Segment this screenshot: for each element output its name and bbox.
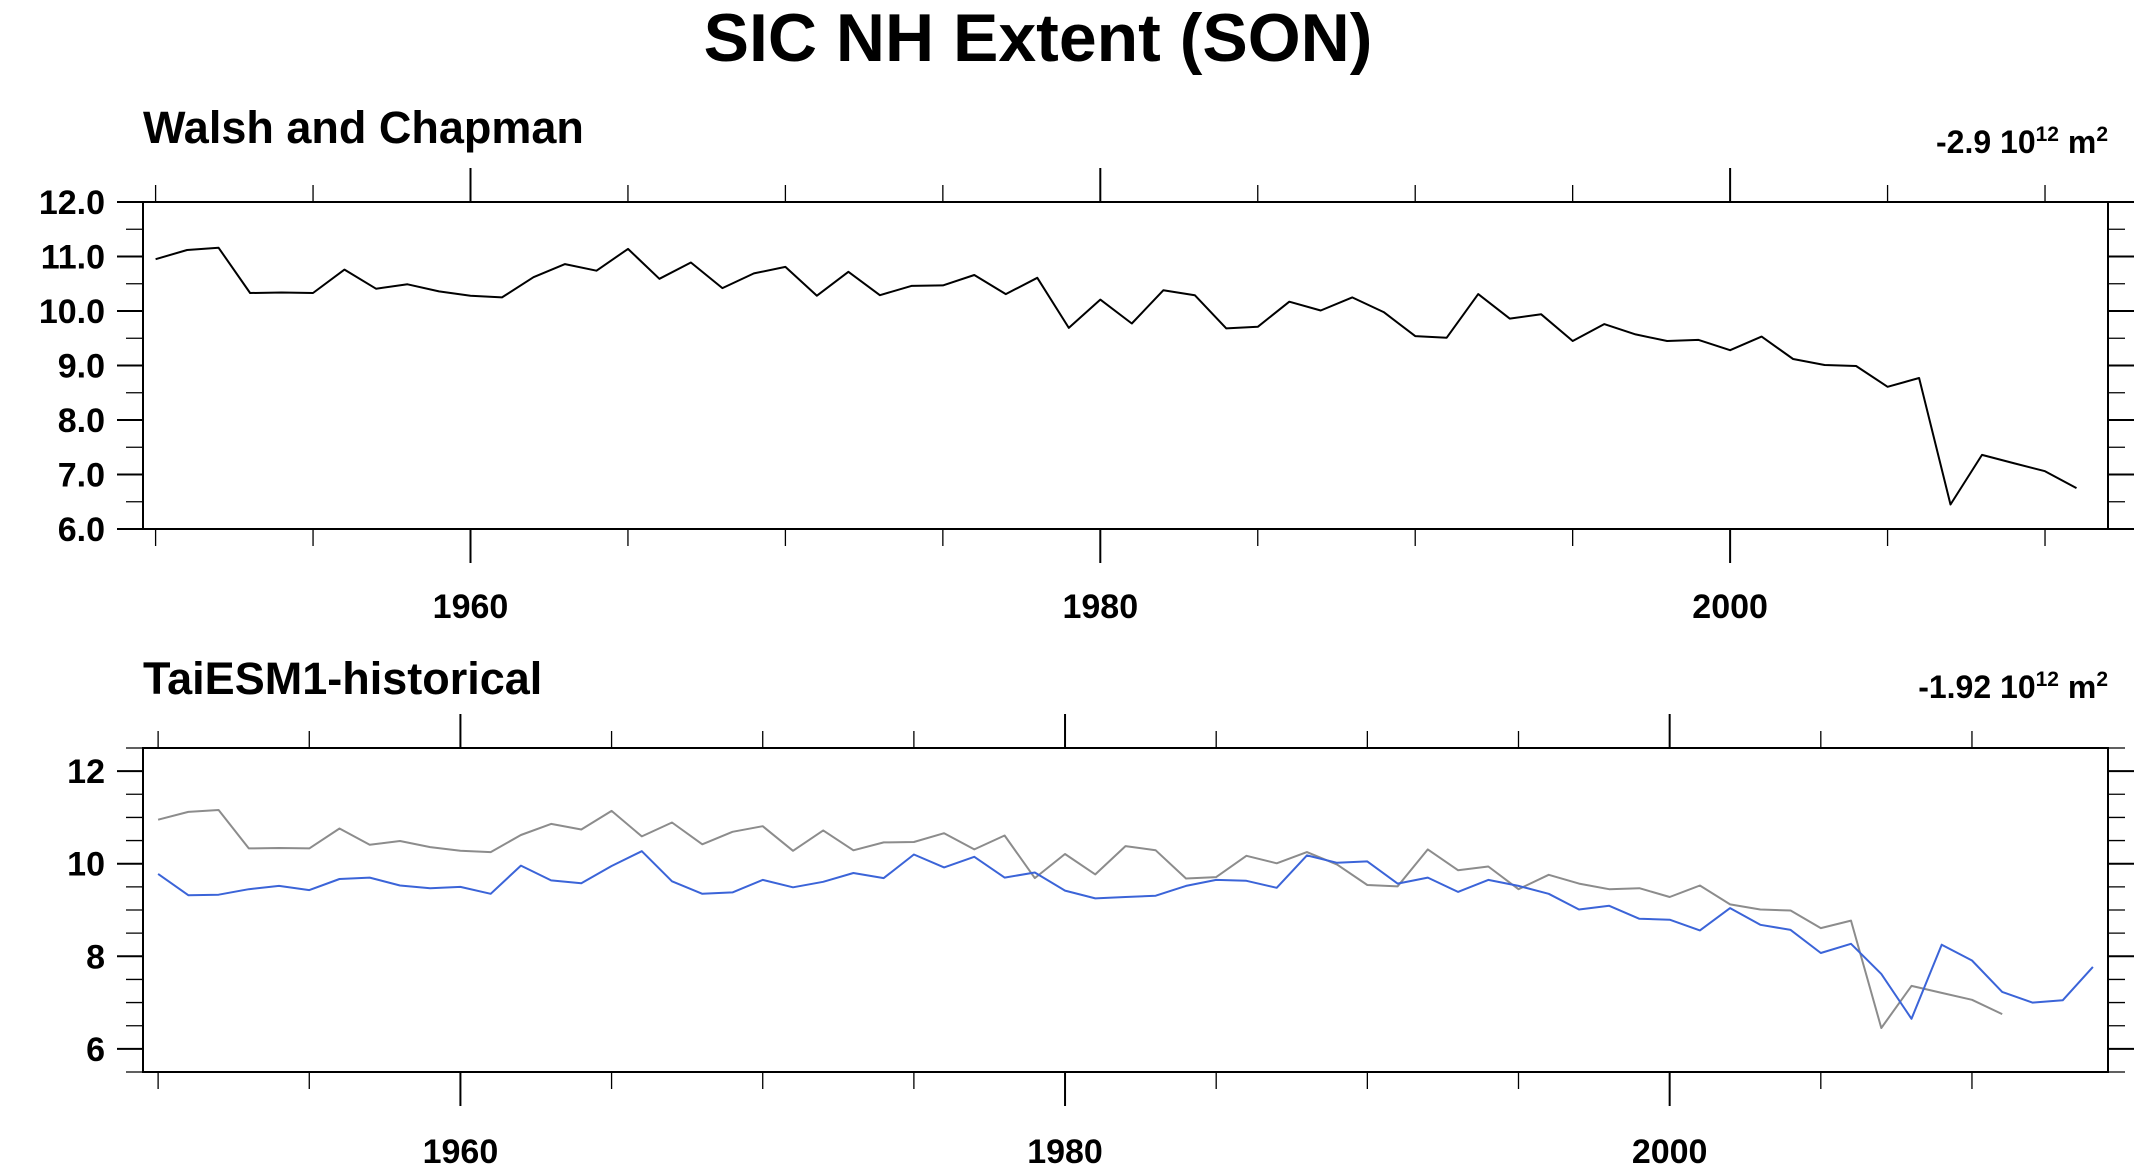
trend-base: 10 bbox=[2000, 124, 2036, 160]
y-tick-label: 6 bbox=[86, 1031, 105, 1069]
y-tick-label: 6.0 bbox=[58, 511, 105, 549]
y-tick-label: 10 bbox=[67, 846, 105, 884]
series-line-1 bbox=[157, 850, 2094, 1020]
trend-exp: 12 bbox=[2036, 668, 2059, 691]
panel-walsh-chapman: Walsh and Chapman -2.9 1012 m2 1960 1980 2… bbox=[39, 102, 2134, 626]
trend-base: 10 bbox=[2000, 669, 2036, 705]
trend-unit: m bbox=[2068, 124, 2096, 160]
x-tick-label: 2000 bbox=[1632, 1133, 1708, 1171]
series-line-0 bbox=[155, 246, 2077, 506]
trend-label: -1.92 1012 m2 bbox=[1918, 668, 2108, 705]
plot-frame bbox=[142, 747, 2109, 1073]
y-tick-label: 8 bbox=[86, 938, 105, 976]
trend-value: -2.9 bbox=[1936, 124, 1991, 160]
trend-unit-exp: 2 bbox=[2096, 123, 2108, 146]
y-tick-label: 11.0 bbox=[41, 239, 105, 277]
figure-title: SIC NH Extent (SON) bbox=[704, 0, 1373, 76]
y-tick-label: 7.0 bbox=[58, 457, 105, 495]
trend-exp: 12 bbox=[2036, 123, 2059, 146]
y-tick-label: 10.0 bbox=[39, 293, 105, 331]
panel-title: Walsh and Chapman bbox=[143, 102, 584, 153]
trend-value: -1.92 bbox=[1918, 669, 1991, 705]
y-tick-label: 8.0 bbox=[58, 402, 105, 440]
panel-taiesm1: TaiESM1-historical -1.92 1012 m2 1960 198… bbox=[67, 653, 2134, 1171]
y-tick-label: 12.0 bbox=[39, 184, 105, 222]
series-line-0 bbox=[157, 809, 2003, 1029]
x-tick-label: 2000 bbox=[1692, 588, 1768, 626]
x-tick-label: 1980 bbox=[1062, 588, 1138, 626]
panel-title: TaiESM1-historical bbox=[143, 653, 542, 704]
trend-unit: m bbox=[2068, 669, 2096, 705]
x-tick-label: 1980 bbox=[1027, 1133, 1103, 1171]
trend-label: -2.9 1012 m2 bbox=[1936, 123, 2108, 160]
trend-unit-exp: 2 bbox=[2096, 668, 2108, 691]
plot-frame bbox=[142, 201, 2109, 530]
x-tick-label: 1960 bbox=[433, 588, 509, 626]
y-tick-label: 12 bbox=[67, 753, 105, 791]
x-tick-label: 1960 bbox=[423, 1133, 499, 1171]
y-tick-label: 9.0 bbox=[58, 348, 105, 386]
